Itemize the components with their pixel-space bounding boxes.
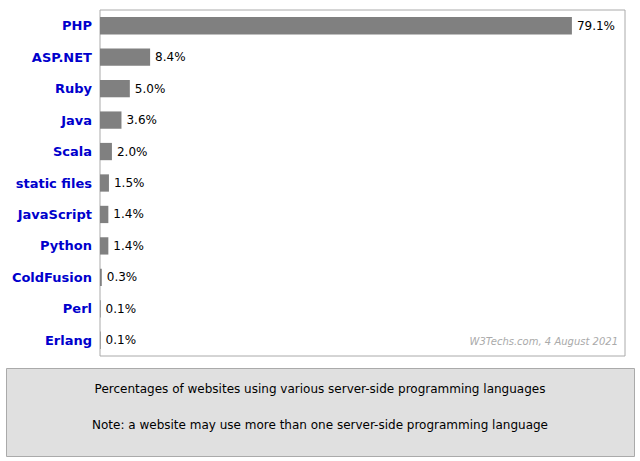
svg-text:5.0%: 5.0% — [135, 82, 166, 96]
svg-text:8.4%: 8.4% — [155, 50, 186, 64]
svg-text:Ruby: Ruby — [55, 81, 93, 96]
svg-text:ColdFusion: ColdFusion — [12, 270, 92, 285]
svg-text:0.1%: 0.1% — [106, 302, 137, 316]
svg-text:1.4%: 1.4% — [113, 207, 143, 221]
svg-text:ASP.NET: ASP.NET — [32, 50, 92, 65]
svg-text:Note: a website may use more t: Note: a website may use more than one se… — [92, 418, 548, 432]
svg-text:0.1%: 0.1% — [106, 333, 137, 347]
svg-text:3.6%: 3.6% — [126, 113, 156, 127]
svg-text:Erlang: Erlang — [45, 333, 92, 348]
svg-text:JavaScript: JavaScript — [17, 207, 92, 222]
svg-text:0.3%: 0.3% — [107, 270, 137, 284]
svg-text:Python: Python — [40, 238, 92, 253]
svg-text:Scala: Scala — [53, 144, 92, 159]
svg-text:Java: Java — [60, 113, 92, 128]
svg-text:static files: static files — [16, 176, 93, 191]
svg-text:W3Techs.com, 4 August 2021: W3Techs.com, 4 August 2021 — [470, 336, 618, 347]
svg-text:2.0%: 2.0% — [117, 145, 147, 159]
svg-text:1.5%: 1.5% — [114, 176, 145, 190]
svg-text:PHP: PHP — [62, 18, 92, 33]
svg-text:1.4%: 1.4% — [113, 239, 143, 253]
svg-text:Percentages of websites using: Percentages of websites using various se… — [95, 382, 546, 396]
svg-text:79.1%: 79.1% — [577, 19, 615, 33]
svg-text:Perl: Perl — [63, 301, 92, 316]
